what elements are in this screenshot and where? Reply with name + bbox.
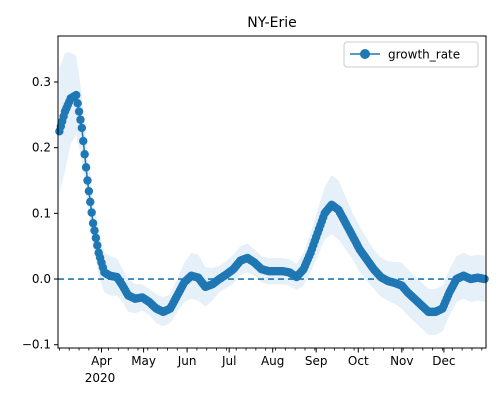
data-point <box>86 197 95 207</box>
chart-title: NY-Erie <box>247 15 297 31</box>
y-tick-label: −0.1 <box>22 338 51 352</box>
legend-dot-marker <box>360 49 370 59</box>
legend[interactable]: growth_rate <box>343 41 479 68</box>
data-point <box>83 176 92 185</box>
y-tick-label: 0.2 <box>32 141 51 155</box>
x-tick-label: Nov <box>390 354 413 368</box>
data-point <box>77 123 87 133</box>
data-point <box>79 136 88 146</box>
x-tick-label: Aug <box>261 354 284 368</box>
data-point <box>84 186 94 196</box>
y-tick-label: 0.0 <box>32 272 51 286</box>
x-tick-label: Oct <box>348 354 369 368</box>
confidence-band-layer <box>59 52 485 335</box>
data-point <box>90 226 99 235</box>
x-axis: Apr May Jun Jul Aug Sep Oct Nov Dec <box>59 348 483 368</box>
data-point <box>480 274 489 284</box>
data-point <box>93 241 102 250</box>
series-layer <box>55 90 489 317</box>
x-tick-label: May <box>131 354 156 368</box>
data-point <box>88 219 98 228</box>
data-point <box>81 163 91 172</box>
x-year-label: 2020 <box>85 371 116 385</box>
legend-box <box>343 41 479 68</box>
data-point <box>91 233 101 243</box>
x-tick-label: Dec <box>432 354 455 368</box>
legend-entry-growth-rate: growth_rate <box>388 48 460 62</box>
x-tick-label: Sep <box>305 354 328 368</box>
data-point <box>80 150 89 159</box>
data-point <box>87 208 96 217</box>
y-tick-label: 0.1 <box>32 206 51 220</box>
data-point <box>76 115 85 124</box>
x-tick-label: Apr <box>91 354 112 368</box>
x-tick-label: Jul <box>221 354 236 368</box>
data-point <box>72 90 81 100</box>
x-tick-label: Jun <box>177 354 197 368</box>
confidence-band <box>59 52 485 335</box>
plot-frame <box>57 35 487 349</box>
data-point <box>74 107 84 116</box>
y-axis: −0.1 0.0 0.1 0.2 0.3 <box>22 75 58 352</box>
y-tick-label: 0.3 <box>32 75 51 89</box>
data-point <box>73 99 82 108</box>
